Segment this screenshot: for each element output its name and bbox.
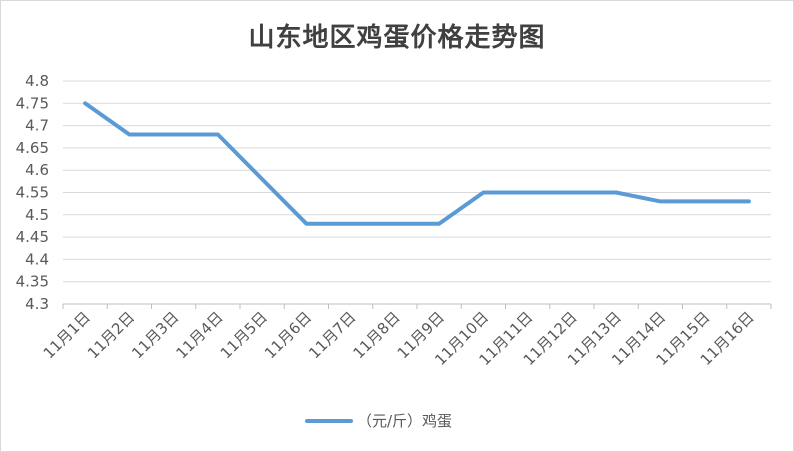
y-tick-label: 4.65 <box>16 139 49 157</box>
y-tick-label: 4.5 <box>25 206 49 224</box>
x-tick-label: 11月8日 <box>350 308 404 362</box>
x-tick-label: 11月1日 <box>40 308 94 362</box>
y-tick-label: 4.7 <box>25 117 49 135</box>
y-tick-label: 4.45 <box>16 228 49 246</box>
chart-title: 山东地区鸡蛋价格走势图 <box>248 23 546 53</box>
y-tick-label: 4.35 <box>16 273 49 291</box>
x-tick-label: 11月7日 <box>305 308 359 362</box>
y-tick-label: 4.3 <box>25 295 49 313</box>
x-tick-label: 11月2日 <box>84 308 138 362</box>
x-tick-label: 11月6日 <box>261 308 315 362</box>
y-tick-label: 4.6 <box>25 161 49 179</box>
x-tick-label: 11月5日 <box>217 308 271 362</box>
legend-label: （元/斤）鸡蛋 <box>357 412 452 430</box>
series-line <box>83 101 751 226</box>
x-tick-label: 11月4日 <box>173 308 227 362</box>
y-tick-label: 4.55 <box>16 184 49 202</box>
y-tick-label: 4.8 <box>25 72 49 90</box>
x-tick-label: 11月3日 <box>128 308 182 362</box>
y-tick-label: 4.4 <box>25 250 49 268</box>
y-tick-label: 4.75 <box>16 94 49 112</box>
